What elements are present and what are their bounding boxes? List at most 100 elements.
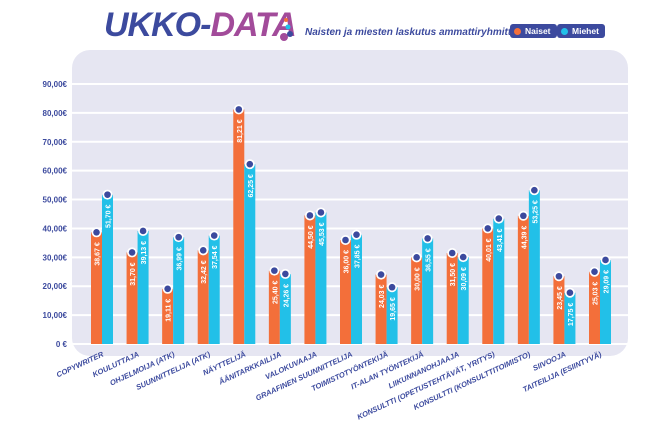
data-label: 40,01 € [486, 238, 493, 261]
marker-dot [484, 225, 492, 232]
marker-dot [139, 227, 147, 235]
legend-naiset: Naiset [510, 24, 557, 38]
data-label: 32,42 € [201, 260, 208, 283]
data-label: 39,13 € [141, 241, 148, 264]
y-tick-label: 10,00€ [43, 311, 68, 320]
marker-dot [317, 209, 325, 216]
bar-naiset [268, 270, 280, 344]
y-tick-label: 20,00€ [43, 282, 68, 291]
marker-dot [342, 236, 349, 244]
legend-label: Miehet [572, 26, 599, 36]
y-tick-label: 90,00€ [43, 80, 68, 89]
marker-dot [388, 283, 396, 291]
bar-miehet [351, 234, 362, 344]
logo: UKKO-DATA [104, 6, 297, 45]
bar-miehet [208, 235, 220, 344]
bar-naiset [482, 228, 494, 344]
marker-dot [566, 289, 574, 297]
bar-miehet [528, 190, 540, 344]
legend-miehet: Miehet [557, 24, 605, 38]
bar-naiset [340, 240, 351, 344]
data-label: 30,00 € [415, 267, 422, 290]
y-tick-label: 70,00€ [43, 138, 68, 147]
data-label: 24,26 € [283, 284, 290, 307]
bar-naiset [517, 215, 529, 344]
bar-miehet [386, 287, 398, 344]
y-tick-label: 80,00€ [43, 109, 68, 118]
legend-label: Naiset [525, 26, 551, 36]
bar-miehet [600, 259, 611, 344]
bar-miehet [279, 273, 291, 344]
y-tick-label: 0 € [56, 340, 68, 349]
bar-miehet [173, 237, 185, 344]
data-label: 30,09 € [461, 267, 468, 290]
bar-naiset [375, 274, 387, 344]
marker-dot [520, 212, 527, 220]
logo-dot [285, 24, 291, 30]
bar-naiset [589, 271, 600, 344]
data-label: 38,67 € [95, 242, 102, 265]
bar-naiset [197, 250, 209, 344]
data-label: 36,55 € [426, 248, 433, 271]
legend-swatch-miehet [561, 27, 568, 35]
marker-dot [282, 270, 289, 278]
marker-dot [602, 256, 609, 264]
legend-swatch-naiset [514, 27, 521, 35]
marker-dot [246, 160, 254, 168]
bar-naiset [304, 215, 316, 344]
data-label: 31,70 € [130, 262, 137, 285]
marker-dot [591, 268, 598, 275]
data-label: 24,03 € [379, 284, 386, 307]
bar-miehet [244, 164, 256, 344]
marker-dot [128, 249, 136, 256]
data-label: 23,45 € [557, 286, 564, 309]
bar-naiset [446, 253, 458, 344]
bar-naiset [162, 288, 174, 344]
marker-dot [93, 228, 100, 236]
logo-dot [280, 33, 288, 41]
bar-naiset [91, 232, 102, 344]
marker-dot [271, 267, 278, 274]
logo-dot [284, 18, 288, 22]
bar-naiset [126, 252, 138, 344]
bar-miehet [102, 194, 113, 344]
marker-dot [175, 233, 182, 241]
marker-dot [531, 186, 538, 194]
marker-dot [199, 247, 207, 254]
data-label: 25,40 € [272, 281, 279, 304]
marker-dot [104, 191, 111, 198]
marker-dot [495, 215, 503, 222]
data-label: 62,25 € [248, 174, 255, 197]
data-label: 36,99 € [177, 247, 184, 270]
data-label: 43,41 € [497, 228, 504, 251]
logo-dot [287, 31, 293, 37]
data-label: 45,53 € [319, 222, 326, 245]
y-tick-label: 40,00€ [43, 224, 68, 233]
marker-dot [353, 231, 360, 238]
bar-miehet [137, 230, 149, 344]
data-label: 31,50 € [450, 263, 457, 286]
marker-dot [235, 106, 243, 113]
bar-miehet [457, 257, 469, 344]
y-tick-label: 60,00€ [43, 167, 68, 176]
data-label: 19,65 € [390, 297, 397, 320]
data-label: 19,11 € [166, 299, 173, 322]
bar-miehet [564, 292, 576, 344]
data-label: 36,00 € [344, 250, 351, 273]
marker-dot [306, 212, 314, 219]
marker-dot [377, 271, 385, 278]
data-label: 37,85 € [355, 245, 362, 268]
bar-miehet [315, 212, 327, 344]
data-label: 51,70 € [106, 205, 113, 228]
marker-dot [164, 285, 171, 293]
data-label: 29,09 € [604, 270, 611, 293]
data-label: 37,54 € [212, 245, 219, 268]
bar-miehet [493, 218, 505, 344]
data-label: 25,03 € [593, 282, 600, 305]
chart-subtitle: Naisten ja miesten laskutus ammattiryhmi… [305, 27, 529, 38]
bar-naiset [553, 276, 565, 344]
bar-miehet [422, 238, 434, 344]
marker-dot [413, 254, 420, 261]
marker-dot [448, 249, 456, 257]
